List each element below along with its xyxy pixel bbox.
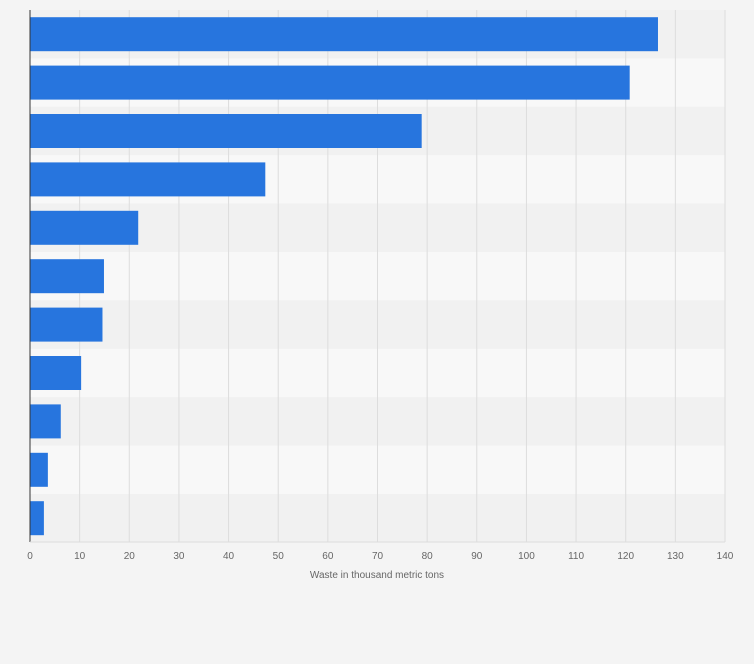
x-tick-label: 60 [322,551,334,562]
x-tick-label: 100 [518,551,535,562]
x-tick-label: 40 [223,551,235,562]
bar [30,404,61,439]
x-tick-label: 130 [667,551,684,562]
x-axis-label: Waste in thousand metric tons [310,570,444,581]
bar [30,17,658,52]
bar [30,452,48,487]
x-tick-label: 140 [717,551,734,562]
x-tick-label: 70 [372,551,384,562]
bar [30,307,103,342]
x-tick-label: 20 [124,551,136,562]
bar [30,356,82,390]
bars [30,17,658,536]
bar [30,501,44,536]
x-tick-label: 10 [74,551,86,562]
bar [30,65,630,100]
x-tick-label: 80 [422,551,434,562]
bar [30,210,139,245]
x-tick-label: 50 [273,551,285,562]
x-tick-labels: 0 10 20 30 40 50 60 70 80 90 100 110 120 130 140 [27,551,734,562]
bar [30,259,104,294]
y-axis [29,10,725,543]
x-tick-label: 120 [617,551,634,562]
bar [30,114,422,148]
x-tick-label: 110 [568,551,584,562]
bar [30,162,266,197]
x-tick-label: 90 [471,551,483,562]
x-tick-label: 0 [27,551,33,562]
x-tick-label: 30 [173,551,185,562]
